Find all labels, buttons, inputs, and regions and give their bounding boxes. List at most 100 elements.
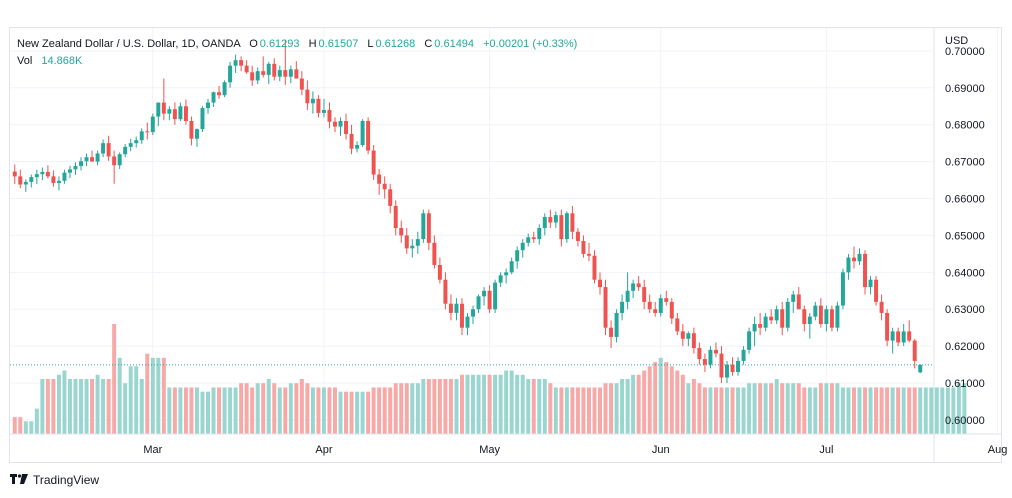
candle[interactable] <box>228 61 233 88</box>
candle[interactable] <box>150 113 155 136</box>
candle[interactable] <box>818 298 823 328</box>
candle[interactable] <box>763 312 768 332</box>
candle[interactable] <box>277 65 282 82</box>
candle[interactable] <box>603 279 608 336</box>
candle[interactable] <box>542 213 547 236</box>
candle[interactable] <box>708 346 713 369</box>
candle[interactable] <box>67 165 72 179</box>
candle[interactable] <box>211 91 216 107</box>
candle[interactable] <box>18 169 23 189</box>
candle[interactable] <box>333 117 337 133</box>
candle[interactable] <box>780 301 785 336</box>
candle[interactable] <box>117 152 122 169</box>
candle[interactable] <box>520 239 525 258</box>
candle[interactable] <box>570 205 575 240</box>
candle[interactable] <box>592 250 597 284</box>
candle[interactable] <box>399 220 404 243</box>
candle[interactable] <box>189 116 194 146</box>
candle[interactable] <box>669 298 674 325</box>
candle[interactable] <box>647 294 652 313</box>
candle[interactable] <box>686 331 691 347</box>
candle[interactable] <box>840 268 845 310</box>
candle[interactable] <box>658 294 663 317</box>
candle[interactable] <box>896 327 901 347</box>
candle[interactable] <box>255 67 260 85</box>
candle[interactable] <box>691 327 696 354</box>
candle[interactable] <box>393 200 398 236</box>
candle[interactable] <box>912 338 917 369</box>
candle[interactable] <box>482 287 487 306</box>
candle[interactable] <box>172 102 177 125</box>
candle[interactable] <box>305 80 310 110</box>
candle[interactable] <box>471 305 476 325</box>
candle[interactable] <box>355 141 360 153</box>
candle[interactable] <box>835 301 840 332</box>
candle[interactable] <box>713 342 718 358</box>
candle[interactable] <box>636 276 641 291</box>
candle[interactable] <box>139 128 144 144</box>
candle[interactable] <box>857 248 862 265</box>
candle[interactable] <box>885 309 890 347</box>
candle[interactable] <box>34 169 39 185</box>
candle[interactable] <box>747 327 752 354</box>
candle[interactable] <box>239 56 244 72</box>
candle[interactable] <box>426 209 431 251</box>
candle[interactable] <box>879 294 884 321</box>
candle[interactable] <box>371 145 376 181</box>
candle[interactable] <box>526 233 531 247</box>
candle[interactable] <box>465 312 470 336</box>
candle[interactable] <box>327 102 332 129</box>
candle[interactable] <box>288 65 293 84</box>
candle[interactable] <box>299 71 304 96</box>
candle[interactable] <box>874 276 879 306</box>
candle[interactable] <box>134 136 139 148</box>
candle[interactable] <box>802 305 807 332</box>
candle[interactable] <box>807 312 812 339</box>
candle[interactable] <box>741 346 746 365</box>
candle[interactable] <box>680 324 685 347</box>
candle[interactable] <box>581 235 586 258</box>
candle[interactable] <box>785 298 790 332</box>
candle[interactable] <box>316 95 321 118</box>
candle[interactable] <box>459 298 464 336</box>
candle[interactable] <box>388 183 393 214</box>
candle[interactable] <box>813 301 818 321</box>
candle[interactable] <box>421 209 426 243</box>
candle[interactable] <box>901 324 906 347</box>
chart-frame[interactable] <box>9 27 1002 463</box>
candle[interactable] <box>564 211 569 243</box>
candle[interactable] <box>625 272 630 310</box>
candle[interactable] <box>294 61 299 79</box>
candle[interactable] <box>620 294 625 321</box>
candle[interactable] <box>156 102 161 127</box>
candle[interactable] <box>774 305 779 325</box>
candle[interactable] <box>653 301 658 317</box>
candle[interactable] <box>730 357 735 376</box>
candle[interactable] <box>796 287 801 310</box>
candle[interactable] <box>40 167 45 181</box>
candle[interactable] <box>382 176 387 199</box>
candle[interactable] <box>559 209 564 247</box>
candle[interactable] <box>338 117 343 136</box>
candle[interactable] <box>12 164 17 185</box>
candle[interactable] <box>377 168 382 195</box>
candle[interactable] <box>437 257 442 284</box>
candle[interactable] <box>178 102 183 122</box>
candle[interactable] <box>404 228 409 254</box>
candle[interactable] <box>410 239 415 258</box>
candle[interactable] <box>736 357 741 376</box>
candle[interactable] <box>321 98 326 118</box>
candle[interactable] <box>829 305 834 332</box>
candle[interactable] <box>631 279 636 299</box>
candle[interactable] <box>493 279 498 313</box>
candle[interactable] <box>244 60 249 74</box>
candle[interactable] <box>62 169 67 184</box>
candle[interactable] <box>454 298 459 321</box>
candle[interactable] <box>128 138 133 152</box>
candle[interactable] <box>443 272 448 310</box>
candle[interactable] <box>145 122 150 140</box>
candle[interactable] <box>222 80 227 98</box>
candle[interactable] <box>106 135 111 161</box>
candle[interactable] <box>537 224 542 245</box>
